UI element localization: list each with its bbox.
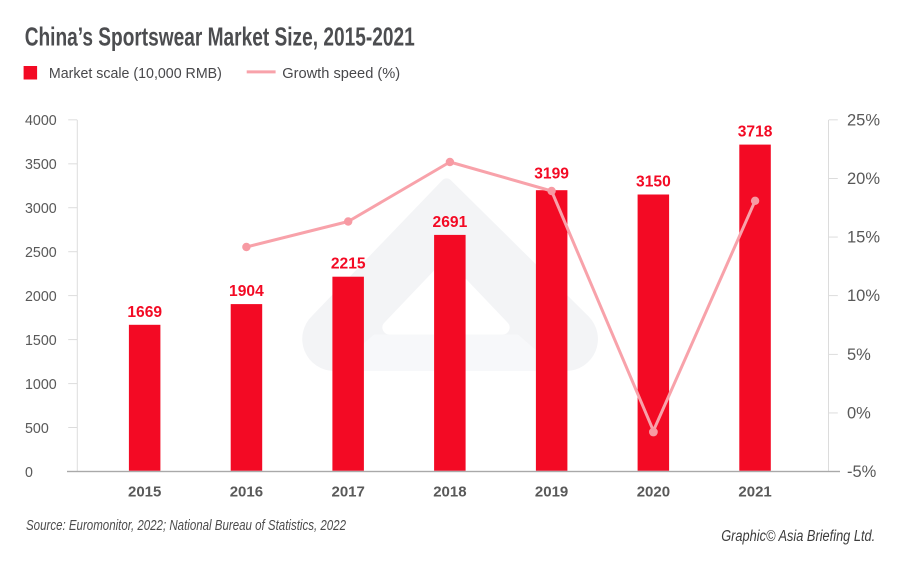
svg-text:Growth speed (%): Growth speed (%) <box>282 65 400 82</box>
svg-text:2500: 2500 <box>25 244 57 261</box>
svg-text:5%: 5% <box>847 346 871 364</box>
svg-text:3199: 3199 <box>534 166 569 183</box>
svg-text:25%: 25% <box>847 111 880 129</box>
svg-text:-5%: -5% <box>847 463 877 481</box>
svg-text:2000: 2000 <box>25 288 57 305</box>
svg-text:2018: 2018 <box>433 484 466 501</box>
svg-text:1500: 1500 <box>25 332 57 349</box>
svg-text:3150: 3150 <box>636 174 671 191</box>
svg-text:20%: 20% <box>847 170 880 188</box>
svg-text:0: 0 <box>25 464 33 481</box>
svg-text:1000: 1000 <box>25 376 57 393</box>
svg-text:3718: 3718 <box>738 124 773 141</box>
svg-text:2019: 2019 <box>535 484 568 501</box>
svg-text:500: 500 <box>25 420 49 437</box>
svg-text:1904: 1904 <box>229 283 264 300</box>
svg-text:2017: 2017 <box>332 484 365 501</box>
svg-text:2015: 2015 <box>128 484 161 501</box>
svg-text:0%: 0% <box>847 405 871 423</box>
svg-text:4000: 4000 <box>25 112 57 129</box>
svg-text:10%: 10% <box>847 287 880 305</box>
svg-text:2016: 2016 <box>230 484 263 501</box>
svg-text:15%: 15% <box>847 229 880 247</box>
svg-text:Graphic© Asia Briefing Ltd.: Graphic© Asia Briefing Ltd. <box>721 528 875 545</box>
svg-text:2020: 2020 <box>637 484 670 501</box>
svg-text:Market scale (10,000 RMB): Market scale (10,000 RMB) <box>49 65 222 82</box>
svg-text:2021: 2021 <box>738 484 771 501</box>
svg-text:2691: 2691 <box>433 214 468 231</box>
svg-text:China’s Sportswear Market Size: China’s Sportswear Market Size, 2015-202… <box>25 22 415 52</box>
svg-text:Source: Euromonitor, 2022; Nat: Source: Euromonitor, 2022; National Bure… <box>26 517 346 534</box>
svg-text:3500: 3500 <box>25 156 57 173</box>
svg-text:1669: 1669 <box>127 304 162 321</box>
svg-text:2215: 2215 <box>331 256 366 273</box>
svg-text:3000: 3000 <box>25 200 57 217</box>
